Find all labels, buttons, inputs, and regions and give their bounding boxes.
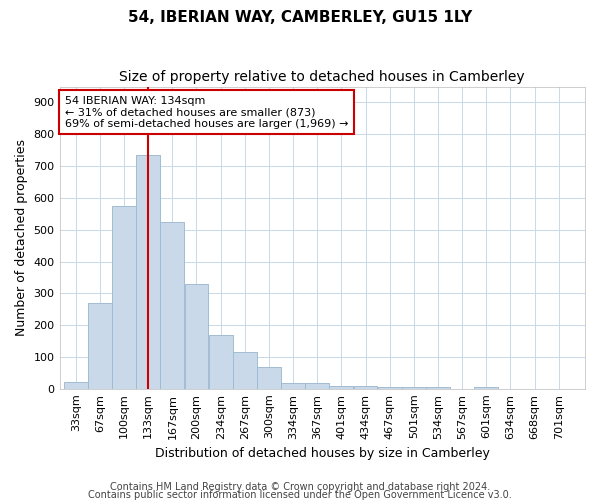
Bar bbox=[475, 387, 498, 389]
Bar bbox=[329, 386, 353, 389]
Bar bbox=[209, 334, 233, 389]
Bar bbox=[233, 352, 257, 389]
Text: 54 IBERIAN WAY: 134sqm
← 31% of detached houses are smaller (873)
69% of semi-de: 54 IBERIAN WAY: 134sqm ← 31% of detached… bbox=[65, 96, 348, 129]
Text: Contains HM Land Registry data © Crown copyright and database right 2024.: Contains HM Land Registry data © Crown c… bbox=[110, 482, 490, 492]
Bar bbox=[136, 155, 160, 389]
Bar bbox=[353, 386, 377, 389]
Text: Contains public sector information licensed under the Open Government Licence v3: Contains public sector information licen… bbox=[88, 490, 512, 500]
Bar bbox=[185, 284, 208, 389]
Bar bbox=[64, 382, 88, 389]
Y-axis label: Number of detached properties: Number of detached properties bbox=[15, 139, 28, 336]
Bar bbox=[402, 387, 426, 389]
Title: Size of property relative to detached houses in Camberley: Size of property relative to detached ho… bbox=[119, 70, 525, 84]
X-axis label: Distribution of detached houses by size in Camberley: Distribution of detached houses by size … bbox=[155, 447, 490, 460]
Bar bbox=[160, 222, 184, 389]
Bar bbox=[88, 303, 112, 389]
Bar bbox=[305, 383, 329, 389]
Bar bbox=[281, 383, 305, 389]
Bar bbox=[257, 367, 281, 389]
Text: 54, IBERIAN WAY, CAMBERLEY, GU15 1LY: 54, IBERIAN WAY, CAMBERLEY, GU15 1LY bbox=[128, 10, 472, 25]
Bar bbox=[112, 206, 136, 389]
Bar bbox=[378, 386, 401, 389]
Bar bbox=[426, 387, 450, 389]
